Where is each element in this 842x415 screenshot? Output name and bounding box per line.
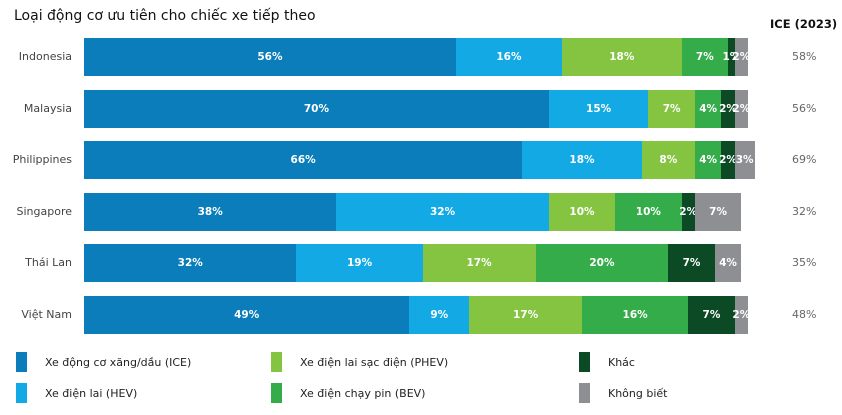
country-label: Việt Nam bbox=[21, 308, 72, 321]
bar-segment: 7% bbox=[681, 38, 729, 76]
chart-row: Malaysia 70% 15% 7% 4% 2% 2% 56% bbox=[0, 90, 842, 128]
ice-2023-value: 48% bbox=[792, 308, 817, 321]
legend-swatch-icon bbox=[16, 383, 27, 403]
legend-label: Xe động cơ xăng/dầu (ICE) bbox=[45, 355, 192, 369]
ice-2023-value: 56% bbox=[792, 102, 817, 115]
bar-segment: 7% bbox=[688, 296, 735, 334]
country-label: Thái Lan bbox=[25, 256, 72, 269]
bar-segment: 70% bbox=[84, 90, 549, 128]
bar-segment: 8% bbox=[641, 141, 695, 179]
chart-title: Loại động cơ ưu tiên cho chiếc xe tiếp t… bbox=[14, 8, 316, 24]
bar-segment: 7% bbox=[694, 193, 742, 231]
legend-item: Khác bbox=[579, 351, 635, 373]
legend-swatch-icon bbox=[271, 352, 282, 372]
chart-row: Indonesia 56% 16% 18% 7% 1% 2% 58% bbox=[0, 38, 842, 76]
bar-segment: 32% bbox=[336, 193, 549, 231]
bar-segment: 38% bbox=[84, 193, 337, 231]
ice-2023-value: 58% bbox=[792, 50, 817, 63]
bar-segment: 18% bbox=[562, 38, 682, 76]
legend-label: Xe điện lai (HEV) bbox=[45, 386, 138, 400]
legend-item: Xe điện lai sạc điện (PHEV) bbox=[271, 351, 448, 373]
bar-segment: 18% bbox=[522, 141, 642, 179]
bar-segment: 15% bbox=[548, 90, 649, 128]
stacked-bar: 49% 9% 17% 16% 7% 2% bbox=[84, 296, 750, 334]
bar-segment: 17% bbox=[422, 244, 536, 282]
bar-segment: 20% bbox=[535, 244, 669, 282]
bar-segment: 10% bbox=[615, 193, 682, 231]
ice-2023-value: 32% bbox=[792, 205, 817, 218]
bar-segment: 4% bbox=[694, 141, 722, 179]
chart-row: Việt Nam 49% 9% 17% 16% 7% 2% 48% bbox=[0, 296, 842, 334]
country-label: Philippines bbox=[12, 153, 72, 166]
bar-segment: 2% bbox=[679, 193, 697, 231]
stacked-bar: 70% 15% 7% 4% 2% 2% bbox=[84, 90, 750, 128]
bar-segment: 2% bbox=[732, 38, 750, 76]
bar-segment: 16% bbox=[581, 296, 689, 334]
ice-2023-value: 35% bbox=[792, 256, 817, 269]
bar-segment: 19% bbox=[296, 244, 423, 282]
bar-segment: 4% bbox=[694, 90, 722, 128]
bar-segment: 3% bbox=[734, 141, 755, 179]
legend-label: Khác bbox=[608, 355, 635, 369]
bar-segment: 32% bbox=[84, 244, 297, 282]
chart-row: Singapore 38% 32% 10% 10% 2% 7% 32% bbox=[0, 193, 842, 231]
legend-label: Không biết bbox=[608, 386, 668, 400]
country-label: Indonesia bbox=[18, 50, 72, 63]
chart-row: Thái Lan 32% 19% 17% 20% 7% 4% 35% bbox=[0, 244, 842, 282]
legend-item: Xe điện lai (HEV) bbox=[16, 382, 137, 404]
bar-segment: 2% bbox=[719, 141, 737, 179]
ice-2023-value: 69% bbox=[792, 153, 817, 166]
bar-segment: 2% bbox=[732, 90, 750, 128]
bar-segment: 49% bbox=[84, 296, 410, 334]
bar-segment: 10% bbox=[548, 193, 616, 231]
country-label: Malaysia bbox=[23, 102, 72, 115]
bar-segment: 17% bbox=[469, 296, 582, 334]
legend-swatch-icon bbox=[579, 383, 590, 403]
legend-label: Xe điện chạy pin (BEV) bbox=[300, 386, 426, 400]
bar-segment: 56% bbox=[84, 38, 456, 76]
bar-segment: 9% bbox=[409, 296, 470, 334]
stacked-bar: 56% 16% 18% 7% 1% 2% bbox=[84, 38, 750, 76]
bar-segment: 2% bbox=[719, 90, 737, 128]
legend-item: Xe điện chạy pin (BEV) bbox=[271, 382, 425, 404]
legend-item: Không biết bbox=[579, 382, 668, 404]
legend-label: Xe điện lai sạc điện (PHEV) bbox=[300, 355, 449, 369]
legend-swatch-icon bbox=[16, 352, 27, 372]
bar-segment: 66% bbox=[84, 141, 523, 179]
stacked-bar: 66% 18% 8% 4% 2% 3% bbox=[84, 141, 755, 179]
chart-row: Philippines 66% 18% 8% 4% 2% 3% 69% bbox=[0, 141, 842, 179]
stacked-bar: 32% 19% 17% 20% 7% 4% bbox=[84, 244, 742, 282]
bar-segment: 7% bbox=[668, 244, 715, 282]
ice-2023-column-title: ICE (2023) bbox=[770, 17, 838, 31]
bar-segment: 7% bbox=[648, 90, 695, 128]
legend-swatch-icon bbox=[579, 352, 590, 372]
country-label: Singapore bbox=[16, 205, 73, 218]
bar-segment: 2% bbox=[732, 296, 750, 334]
bar-segment: 16% bbox=[455, 38, 563, 76]
bar-segment: 4% bbox=[714, 244, 742, 282]
legend-swatch-icon bbox=[271, 383, 282, 403]
legend-item: Xe động cơ xăng/dầu (ICE) bbox=[16, 351, 191, 373]
stacked-bar: 38% 32% 10% 10% 2% 7% bbox=[84, 193, 742, 231]
